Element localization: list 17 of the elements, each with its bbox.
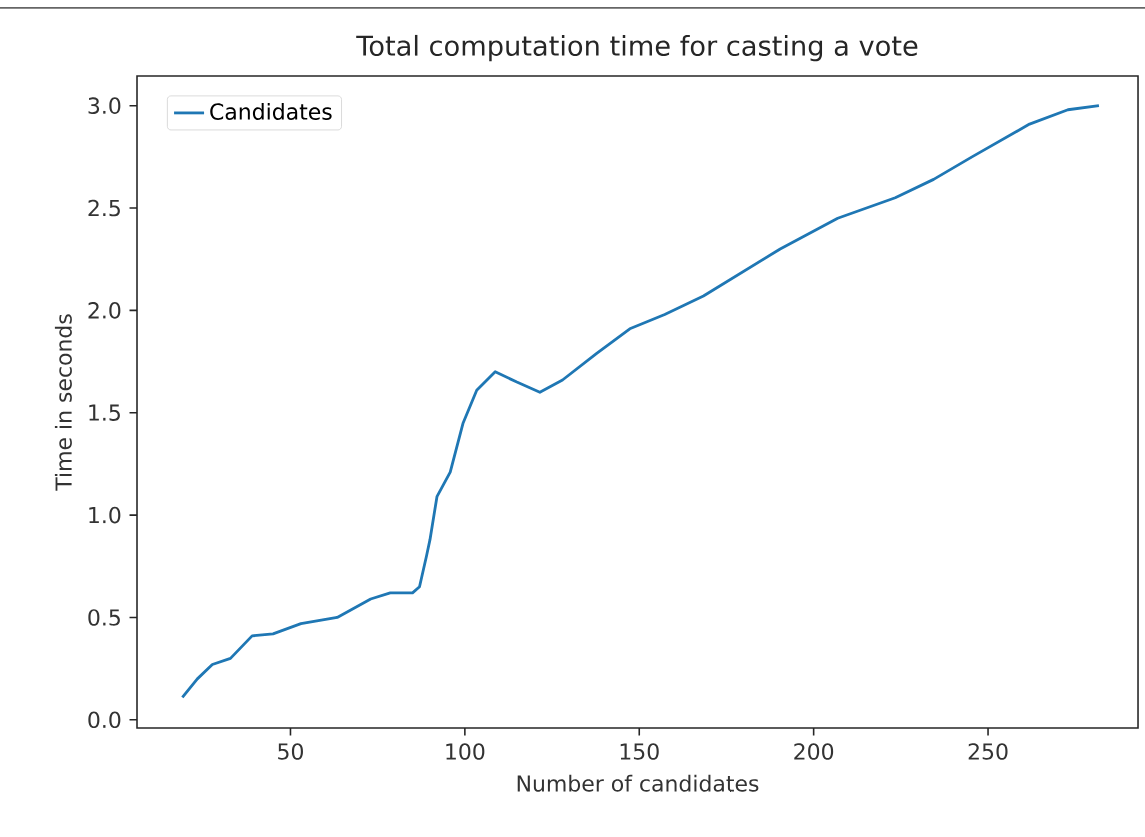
y-tick-label: 2.5 — [88, 199, 120, 217]
x-tick-label: 250 — [968, 743, 1008, 760]
y-tick-label: 0.5 — [88, 609, 120, 626]
x-tick-label: 200 — [794, 743, 834, 760]
chart-title: Total computation time for casting a vote — [356, 34, 918, 62]
y-tick-label: 1.0 — [89, 506, 121, 524]
y-axis-title: Time in seconds — [54, 314, 72, 491]
y-tick-label: 0.0 — [88, 711, 121, 729]
y-tick-label: 2.0 — [88, 302, 121, 319]
x-tick-label: 50 — [278, 743, 303, 760]
x-tick-label: 100 — [446, 743, 485, 760]
x-axis-title: Number of candidates — [517, 774, 759, 792]
line-series — [180, 104, 1101, 699]
y-tick-label: 3.0 — [88, 97, 121, 114]
x-tick-label: 150 — [620, 743, 659, 760]
legend-label: Candidates — [210, 102, 332, 120]
y-tick-label: 1.5 — [89, 404, 120, 421]
